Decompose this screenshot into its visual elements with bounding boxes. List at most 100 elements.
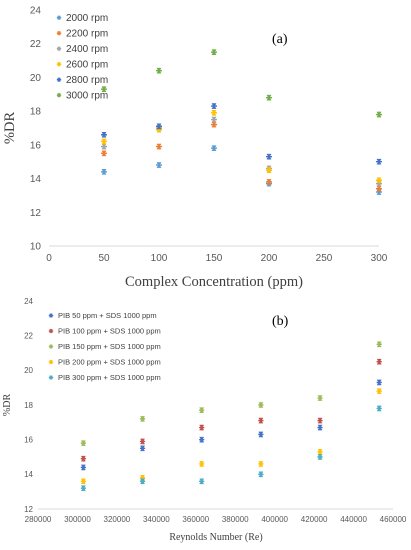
data-point <box>101 150 107 157</box>
data-point <box>156 162 162 169</box>
y-axis-title: %DR <box>2 394 13 417</box>
x-tick-label: 420000 <box>301 515 328 524</box>
chart-panel-b: 12 14 16 18 20 22 24 280000 300000 320000 340000 36… <box>2 297 407 543</box>
data-point <box>317 449 323 455</box>
x-tick-label: 440000 <box>340 515 367 524</box>
data-point <box>156 123 162 130</box>
legend-entry: PIB 300 ppm + SDS 1000 ppm <box>58 373 161 382</box>
y-tick-label: 10 <box>30 242 42 253</box>
x-tick-label: 340000 <box>143 515 170 524</box>
data-point <box>258 471 264 477</box>
data-point <box>376 158 382 165</box>
data-point <box>376 177 382 184</box>
y-tick-label: 12 <box>24 505 33 514</box>
y-tick-label: 20 <box>24 366 33 375</box>
data-point <box>266 167 272 174</box>
data-point <box>317 395 323 401</box>
data-point <box>156 67 162 74</box>
data-point <box>199 424 205 431</box>
data-point <box>376 185 382 192</box>
legend-entry: 2200 rpm <box>66 29 108 40</box>
x-tick-label: 250 <box>316 253 333 264</box>
data-point <box>266 178 272 185</box>
y-axis-title: %DR <box>2 112 18 145</box>
data-point <box>101 131 107 138</box>
data-point <box>199 407 205 413</box>
data-point <box>139 416 146 422</box>
data-point <box>199 478 205 484</box>
data-point <box>156 143 162 150</box>
data-point <box>258 417 264 424</box>
x-tick-label: 320000 <box>104 515 131 524</box>
legend-marker <box>48 359 54 365</box>
legend-entry: 2000 rpm <box>66 13 108 24</box>
data-point <box>211 121 217 128</box>
data-point <box>101 138 107 145</box>
data-point <box>376 359 382 365</box>
legend-entry: 2800 rpm <box>66 75 108 86</box>
x-tick-label: 200 <box>261 253 278 264</box>
data-point <box>101 86 107 93</box>
data-point <box>376 405 382 412</box>
data-point <box>199 437 205 443</box>
data-point <box>211 116 217 123</box>
x-axis-title: Reynolds Number (Re) <box>169 532 262 543</box>
x-tick-label: 280000 <box>25 515 52 524</box>
legend-entry: 2600 rpm <box>66 60 108 71</box>
data-point <box>211 109 217 116</box>
x-tick-label: 150 <box>206 253 223 264</box>
y-tick-label: 16 <box>30 140 42 151</box>
legend-marker <box>56 77 62 82</box>
data-point <box>101 143 107 150</box>
y-tick-label: 22 <box>30 39 42 50</box>
x-tick-label: 300000 <box>64 515 91 524</box>
legend-marker <box>56 46 62 51</box>
data-point <box>376 379 382 386</box>
x-tick-label: 300 <box>371 253 388 264</box>
y-tick-label: 12 <box>30 208 42 219</box>
legend-marker <box>48 328 54 334</box>
panel-label: (b) <box>272 314 289 329</box>
legend-entry: PIB 150 ppm + SDS 1000 ppm <box>58 342 161 351</box>
data-point <box>258 461 264 467</box>
legend-marker <box>56 30 62 36</box>
y-tick-label: 24 <box>24 297 33 306</box>
data-point <box>139 478 146 484</box>
data-point <box>258 431 264 438</box>
x-tick-label: 360000 <box>182 515 209 524</box>
data-point <box>139 445 146 451</box>
data-point <box>80 440 86 446</box>
legend-entry: PIB 100 ppm + SDS 1000 ppm <box>58 327 161 336</box>
data-point <box>317 417 323 424</box>
data-point <box>211 145 217 152</box>
data-point <box>80 478 86 484</box>
data-point <box>199 461 205 467</box>
y-tick-label: 24 <box>30 6 42 17</box>
x-axis-title: Complex Concentration (ppm) <box>125 274 303 290</box>
panel-label: (a) <box>272 32 288 47</box>
x-tick-label: 400000 <box>261 515 288 524</box>
y-tick-label: 14 <box>30 174 42 185</box>
data-point <box>139 438 146 445</box>
x-tick-label: 50 <box>98 253 110 264</box>
data-point <box>80 456 86 462</box>
y-tick-label: 14 <box>24 470 33 479</box>
legend-entry: 2400 rpm <box>66 44 108 55</box>
data-point <box>80 485 86 491</box>
y-tick-label: 18 <box>24 401 33 410</box>
legend-marker <box>48 375 54 380</box>
legend-marker <box>56 61 62 67</box>
legend-entry: 3000 rpm <box>66 91 108 102</box>
y-tick-label: 16 <box>24 435 33 444</box>
x-tick-label: 380000 <box>222 515 249 524</box>
legend-marker <box>48 344 54 349</box>
data-point <box>317 424 323 431</box>
y-tick-label: 18 <box>30 107 42 118</box>
data-point <box>376 388 382 394</box>
x-tick-label: 460000 <box>380 515 407 524</box>
x-tick-label: 100 <box>151 253 168 264</box>
legend-marker <box>48 313 54 318</box>
legend-marker <box>56 15 62 20</box>
x-tick-label: 0 <box>46 253 52 264</box>
